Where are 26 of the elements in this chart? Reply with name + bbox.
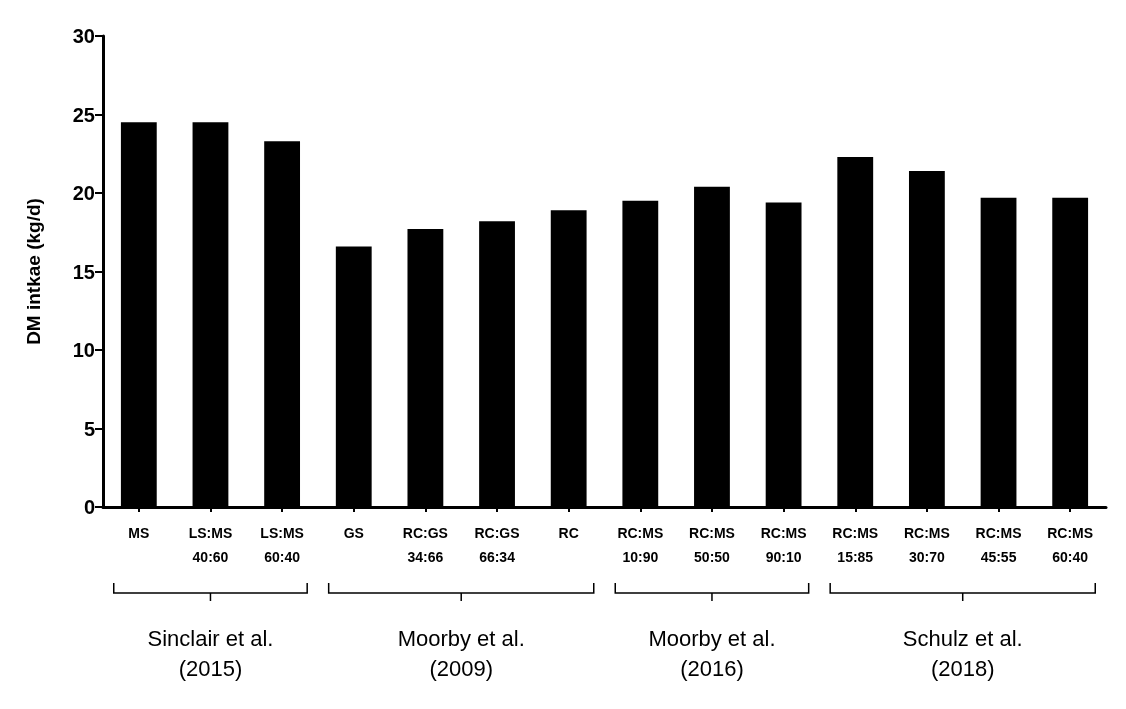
x-tick-label: RC:MS 60:40 <box>1047 525 1094 565</box>
x-tick-label: RC:MS 30:70 <box>903 525 950 565</box>
y-tick-label: 15 <box>72 260 95 283</box>
x-tick-label: LS:MS 60:40 <box>260 525 304 565</box>
y-axis-title: DM intkae (kg/d) <box>23 198 44 345</box>
x-tick-label: RC:MS 10:90 <box>617 525 664 565</box>
y-tick-label: 30 <box>72 25 95 47</box>
x-tick-label: RC <box>558 525 579 541</box>
x-tick-label: GS <box>343 525 364 541</box>
text: Moorby et al. (2009) <box>397 625 525 681</box>
y-tick-label: 0 <box>83 496 95 518</box>
y-tick-label: 25 <box>72 103 95 126</box>
y-tick-label: 20 <box>72 182 95 204</box>
x-tick-label: RC:MS 50:50 <box>689 525 735 565</box>
x-tick-label: MS <box>128 525 150 541</box>
x-tick-label: LS:MS 40:60 <box>188 525 233 565</box>
x-tick-label: RC:GS 66:34 <box>474 525 520 565</box>
text: Schulz et al. (2018) <box>902 625 1023 681</box>
x-tick-label: RC:MS 15:85 <box>832 525 879 565</box>
x-tick-label: RC:MS 90:10 <box>760 525 807 565</box>
y-tick-label: 10 <box>72 339 95 361</box>
x-tick-label: RC:GS 34:66 <box>402 525 448 565</box>
y-tick-label: 5 <box>83 417 95 440</box>
x-tick-label: RC:MS 45:55 <box>975 525 1022 565</box>
text: Moorby et al. (2016) <box>648 625 776 681</box>
text: Sinclair et al. (2015) <box>147 625 274 681</box>
